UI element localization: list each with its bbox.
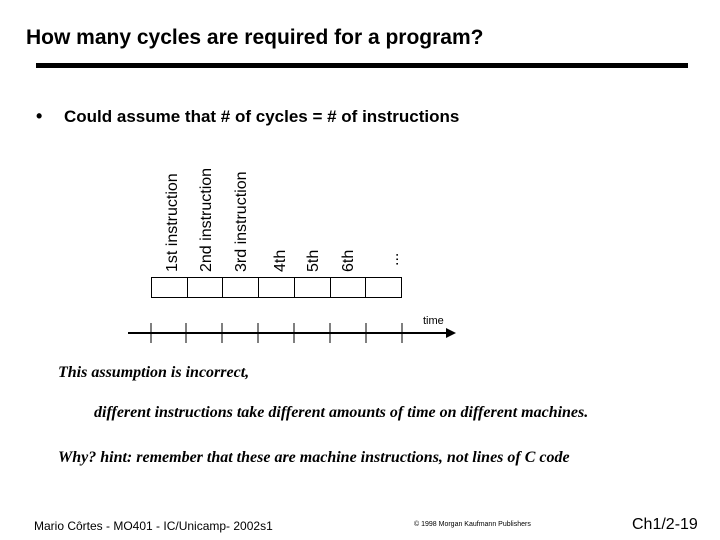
instruction-label-6: 6th bbox=[340, 249, 357, 272]
footer-copyright: © 1998 Morgan Kaufmann Publishers bbox=[414, 521, 531, 528]
instruction-label-ellipsis: ... bbox=[385, 252, 402, 266]
cycle-box bbox=[223, 278, 260, 297]
footer-author: Mario Côrtes - MO401 - IC/Unicamp- 2002s… bbox=[34, 519, 273, 533]
title-underline bbox=[36, 63, 688, 68]
cycle-box bbox=[295, 278, 331, 297]
time-axis-ticks bbox=[150, 323, 403, 343]
instruction-label-1: 1st instruction bbox=[164, 173, 181, 272]
cycle-box bbox=[188, 278, 224, 297]
instruction-label-3: 3rd instruction bbox=[233, 171, 250, 273]
time-axis-arrowhead bbox=[446, 328, 456, 338]
bullet-text: Could assume that # of cycles = # of ins… bbox=[64, 107, 460, 126]
cycle-box bbox=[152, 278, 188, 297]
instruction-cycle-boxes bbox=[151, 277, 402, 298]
instruction-label-4: 4th bbox=[272, 249, 289, 272]
assumption-line: This assumption is incorrect, bbox=[58, 364, 250, 381]
time-axis bbox=[128, 323, 456, 343]
instruction-label-5: 5th bbox=[305, 249, 322, 272]
hint-line: Why? hint: remember that these are machi… bbox=[58, 449, 570, 466]
page-number: Ch1/2-19 bbox=[632, 516, 698, 533]
time-axis-label: time bbox=[423, 315, 444, 327]
cycle-box bbox=[366, 278, 401, 297]
cycle-box bbox=[259, 278, 295, 297]
cycle-box bbox=[331, 278, 367, 297]
instruction-label-2: 2nd instruction bbox=[198, 167, 215, 272]
bullet-marker: • bbox=[36, 106, 43, 126]
explanation-line: different instructions take different am… bbox=[94, 404, 589, 421]
slide-title: How many cycles are required for a progr… bbox=[26, 26, 484, 49]
